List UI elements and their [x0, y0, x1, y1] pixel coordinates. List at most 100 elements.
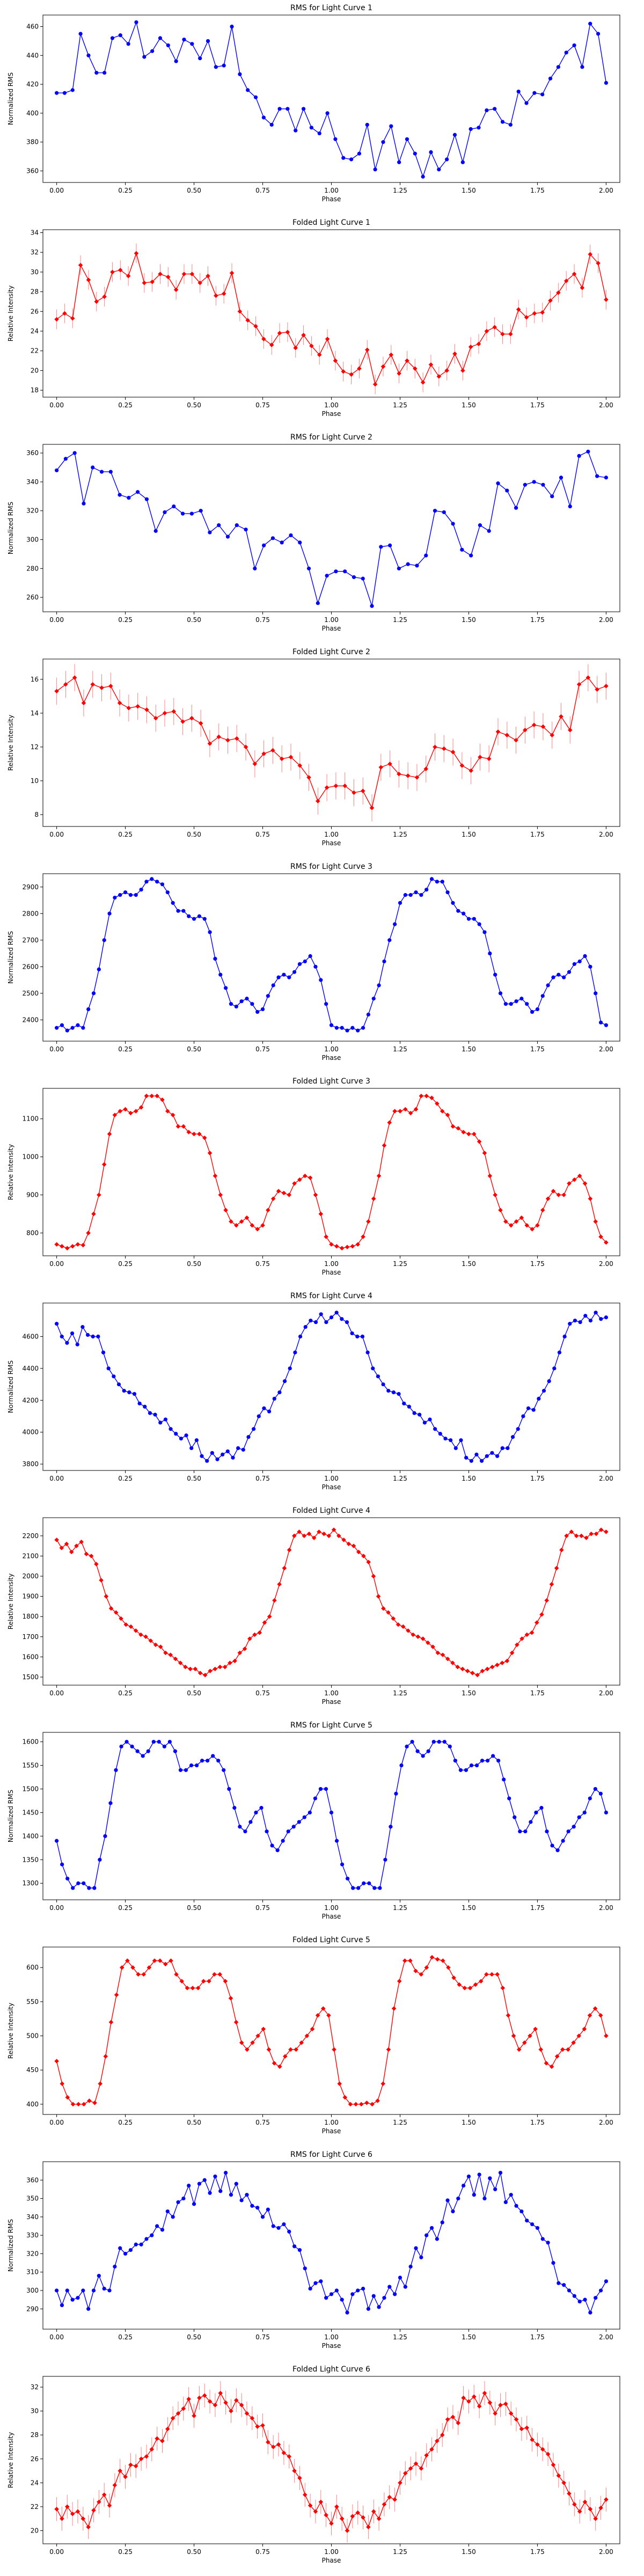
data-point	[54, 2288, 59, 2293]
x-tick-label: 1.75	[530, 2548, 545, 2556]
data-point	[566, 1829, 570, 1834]
x-tick-label: 0.50	[187, 1689, 201, 1697]
y-tick-label: 1450	[22, 1809, 39, 1816]
data-point	[445, 2198, 450, 2202]
data-point	[174, 1432, 178, 1436]
data-point	[261, 115, 266, 120]
data-point	[183, 1664, 188, 1670]
data-point	[402, 2471, 408, 2476]
data-point	[449, 1438, 453, 1443]
data-point	[118, 2246, 122, 2250]
data-point	[588, 1319, 593, 1323]
data-point	[309, 126, 314, 130]
data-point	[477, 1139, 482, 1144]
x-tick-label: 1.00	[324, 1475, 339, 1482]
data-point	[173, 1656, 178, 1662]
x-tick-label: 0.00	[49, 187, 64, 194]
data-points	[54, 449, 609, 608]
data-point	[493, 107, 497, 111]
data-point	[383, 1857, 387, 1862]
data-point	[444, 368, 450, 373]
data-point	[423, 766, 429, 772]
data-point	[496, 481, 500, 486]
data-point	[181, 2196, 186, 2201]
data-point	[598, 1527, 604, 1532]
data-point	[433, 1427, 437, 1431]
data-point	[171, 2215, 175, 2219]
y-tick-label: 18	[31, 386, 39, 394]
data-point	[516, 2047, 522, 2052]
data-point	[386, 1388, 391, 1393]
data-point	[277, 1390, 282, 1394]
data-point	[189, 272, 195, 276]
data-point	[222, 1664, 228, 1670]
data-point	[103, 70, 107, 75]
data-point	[271, 2224, 275, 2228]
data-point	[583, 954, 587, 958]
x-tick-label: 1.00	[324, 1904, 339, 1912]
data-point	[433, 744, 437, 750]
data-point	[126, 273, 131, 279]
data-point	[227, 1787, 231, 1791]
data-point	[91, 1334, 95, 1338]
data-point	[352, 790, 356, 795]
data-point	[551, 2260, 555, 2265]
data-point	[276, 2226, 281, 2230]
data-point	[70, 1331, 75, 1336]
data-point	[428, 1417, 432, 1422]
data-point	[532, 480, 536, 484]
data-point	[500, 120, 505, 124]
data-point	[221, 291, 226, 296]
data-point	[506, 2012, 511, 2018]
y-tick-label: 260	[26, 594, 39, 601]
x-tick-label: 0.00	[49, 1045, 64, 1053]
y-axis-label: Normalized RMS	[7, 72, 14, 125]
series-line	[56, 878, 606, 1031]
x-axis-label: Phase	[322, 625, 341, 632]
data-point	[146, 1749, 150, 1753]
y-tick-label: 360	[26, 167, 39, 174]
data-point	[54, 91, 59, 95]
data-point	[326, 1533, 332, 1539]
y-tick-label: 8	[34, 811, 39, 818]
data-point	[297, 1529, 302, 1534]
data-point	[415, 1634, 421, 1640]
x-tick-label: 2.00	[599, 1260, 613, 1268]
plot-frame	[42, 1302, 620, 1471]
data-point	[218, 1192, 223, 1197]
data-point	[372, 1886, 377, 1890]
data-point	[76, 2296, 80, 2300]
data-point	[366, 1012, 371, 1017]
y-axis-label: Relative Intensity	[7, 286, 14, 341]
data-point	[294, 2047, 298, 2052]
chart-panel-2: Folded Light Curve 1 0.00 0.25 0.50 0.75 1.00…	[7, 218, 620, 418]
data-point	[165, 2426, 170, 2432]
data-point	[250, 1002, 254, 1006]
data-point	[117, 700, 122, 706]
data-point	[350, 1331, 354, 1336]
data-point	[324, 1787, 328, 1791]
data-point	[519, 997, 524, 1001]
data-point	[118, 33, 122, 38]
data-point	[482, 1151, 487, 1155]
data-point	[470, 1671, 475, 1675]
data-point	[486, 756, 492, 762]
data-point	[118, 1109, 123, 1114]
data-point	[65, 2288, 69, 2293]
data-point	[287, 1547, 292, 1553]
data-point	[308, 2503, 313, 2508]
data-point	[246, 88, 250, 92]
data-point	[365, 1350, 370, 1355]
data-point	[567, 970, 572, 974]
data-point	[208, 2191, 212, 2195]
data-point	[207, 741, 213, 746]
y-tick-label: 24	[31, 2479, 39, 2486]
data-point	[555, 1848, 560, 1853]
data-point	[232, 1806, 237, 1810]
y-tick-label: 16	[31, 676, 39, 683]
data-point	[588, 2507, 593, 2512]
data-point	[173, 287, 179, 292]
data-point	[128, 893, 133, 897]
data-point	[153, 1642, 158, 1648]
data-point	[253, 566, 257, 570]
